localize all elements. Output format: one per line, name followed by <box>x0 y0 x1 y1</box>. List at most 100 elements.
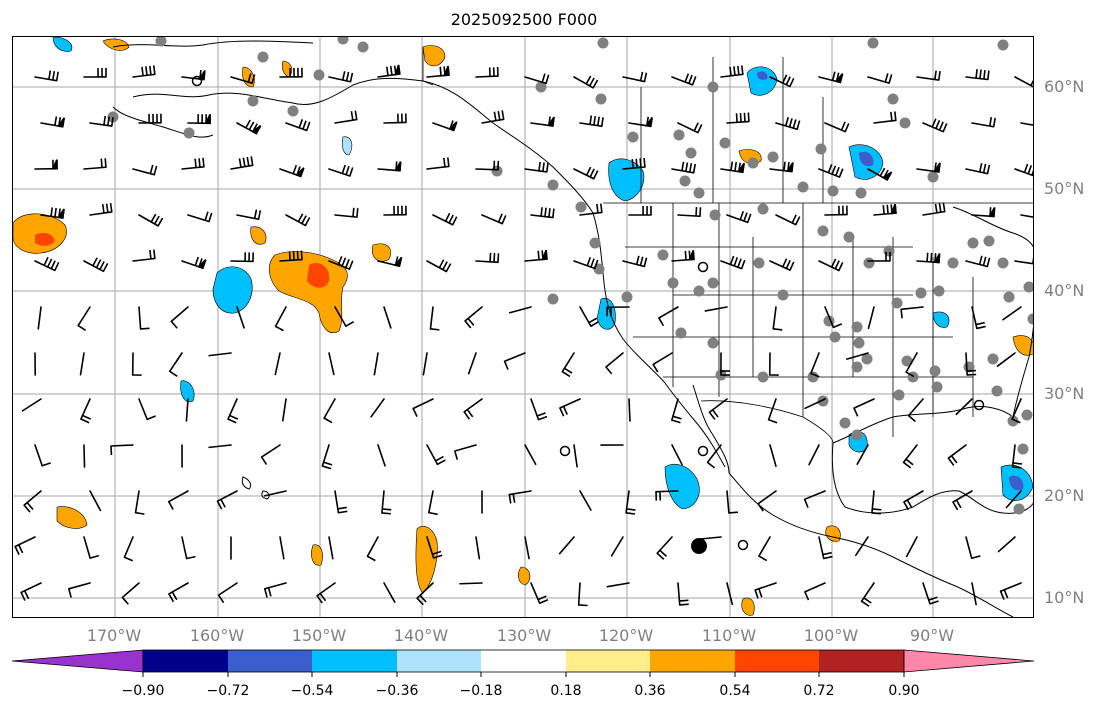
wind-barb <box>263 490 287 497</box>
wind-barb <box>559 398 581 417</box>
station-marker <box>337 37 349 45</box>
station-marker <box>627 131 639 143</box>
wind-barb <box>1020 122 1033 126</box>
wind-barb <box>34 70 59 82</box>
wind-barb <box>208 352 232 357</box>
coastline <box>892 556 1014 617</box>
shade-patch <box>757 71 768 80</box>
map-canvas <box>13 37 1033 617</box>
station-marker <box>693 285 705 297</box>
colorbar-tick-label: −0.36 <box>375 683 419 699</box>
wind-barb <box>428 490 438 516</box>
wind-barb <box>20 582 42 601</box>
coastline <box>1012 326 1033 418</box>
wind-barb <box>321 444 333 470</box>
wind-barb <box>854 536 869 557</box>
wind-barb <box>481 213 507 225</box>
wind-barb <box>110 444 134 456</box>
wind-barb <box>236 209 262 221</box>
station-marker <box>1023 281 1033 293</box>
wind-barb <box>610 536 624 557</box>
wind-barb <box>274 306 287 332</box>
wind-barb <box>579 203 603 216</box>
wind-barb <box>279 164 305 178</box>
shade-patch <box>825 525 841 542</box>
wind-barb <box>965 255 991 268</box>
wind-barb <box>383 205 407 216</box>
wind-barb <box>432 212 458 226</box>
wind-barb <box>916 162 941 173</box>
station-marker <box>867 37 879 49</box>
station-marker <box>357 41 369 53</box>
wind-barb <box>952 490 973 511</box>
wind-barb <box>230 156 254 170</box>
wind-barb <box>285 119 311 132</box>
wind-barb <box>1014 257 1033 265</box>
wind-barb <box>922 582 939 605</box>
station-marker <box>1007 415 1019 427</box>
wind-barb <box>1014 76 1033 88</box>
wind-barb <box>23 490 42 513</box>
coastline <box>112 106 214 138</box>
wind-barb <box>454 444 477 460</box>
shade-patch <box>180 380 195 403</box>
shade-patch <box>1009 475 1024 491</box>
wind-barb <box>328 71 354 83</box>
station-marker <box>693 187 705 199</box>
hurricane-marker <box>191 75 985 554</box>
wind-barb <box>131 352 142 376</box>
shade-patch <box>307 262 330 288</box>
wind-barb <box>426 65 450 78</box>
map-panel[interactable] <box>12 36 1034 618</box>
colorbar-bin <box>312 650 397 672</box>
colorbar-tick-label: −0.18 <box>459 683 503 699</box>
wind-barb <box>426 536 443 559</box>
colorbar-bin <box>735 650 819 672</box>
colorbar-extend-high <box>903 649 1035 673</box>
wind-barb <box>818 71 844 84</box>
wind-barb <box>704 306 728 312</box>
station-marker <box>709 209 721 221</box>
wind-barb <box>89 115 114 127</box>
colorbar-extend-low <box>11 649 144 673</box>
wind-barb <box>965 69 990 81</box>
wind-barb <box>965 163 991 175</box>
wind-barb <box>916 252 941 264</box>
colorbar-tick-label: −0.90 <box>121 683 165 699</box>
wind-barb <box>34 159 58 170</box>
coastline <box>422 80 594 214</box>
wind-barb <box>605 352 624 375</box>
station-marker <box>883 245 895 257</box>
coastline <box>952 206 1033 248</box>
latitude-label: 40°N <box>1044 281 1085 300</box>
coastline <box>958 490 1033 514</box>
open-station-marker <box>697 261 709 273</box>
wind-barb <box>671 250 695 262</box>
wind-barb <box>903 490 924 511</box>
open-station-marker <box>697 445 709 457</box>
station-marker <box>313 69 325 81</box>
station-marker <box>1021 409 1033 421</box>
shade-patch <box>250 226 267 245</box>
wind-barb <box>370 398 385 418</box>
colorbar-tick-label: −0.72 <box>206 683 250 699</box>
station-marker <box>287 105 299 117</box>
wind-barb <box>508 306 532 314</box>
wind-barb <box>573 75 599 89</box>
field-shading <box>13 37 1033 616</box>
wind-barb <box>37 306 42 330</box>
wind-barb <box>804 398 826 410</box>
wind-barb <box>208 444 232 449</box>
open-station-marker <box>737 539 749 551</box>
station-marker <box>843 231 855 243</box>
station-marker <box>183 127 195 139</box>
shade-patch <box>52 37 73 52</box>
wind-barb <box>168 352 183 377</box>
wind-barb <box>726 490 738 514</box>
shade-patch <box>311 544 323 566</box>
wind-barb <box>328 256 354 270</box>
wind-barb <box>530 398 548 421</box>
station-marker <box>893 389 905 401</box>
wind-barb <box>846 352 869 360</box>
wind-barb <box>475 252 500 264</box>
